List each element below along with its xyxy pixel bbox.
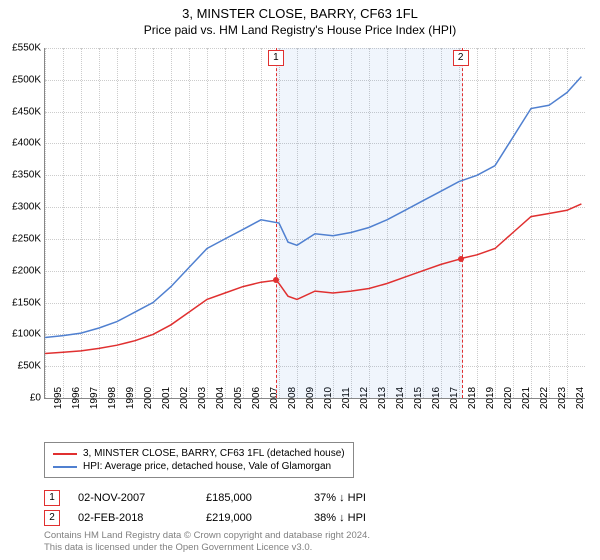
footer-attribution: Contains HM Land Registry data © Crown c… — [44, 530, 370, 554]
y-axis-label: £150K — [12, 297, 45, 308]
row-delta: 38% ↓ HPI — [314, 512, 414, 524]
chart-subtitle: Price paid vs. HM Land Registry's House … — [0, 21, 600, 37]
row-price: £185,000 — [206, 492, 296, 504]
transaction-row: 1 02-NOV-2007 £185,000 37% ↓ HPI — [44, 488, 414, 508]
y-axis-label: £200K — [12, 265, 45, 276]
chart-marker-dot — [273, 277, 279, 283]
y-axis-label: £0 — [30, 393, 45, 404]
row-date: 02-FEB-2018 — [78, 512, 188, 524]
y-axis-label: £400K — [12, 138, 45, 149]
footer-line: Contains HM Land Registry data © Crown c… — [44, 530, 370, 542]
transactions-table: 1 02-NOV-2007 £185,000 37% ↓ HPI 2 02-FE… — [44, 488, 414, 528]
y-axis-label: £350K — [12, 170, 45, 181]
series-line-property — [45, 204, 581, 354]
legend-label: 3, MINSTER CLOSE, BARRY, CF63 1FL (detac… — [83, 448, 345, 459]
y-axis-label: £50K — [18, 361, 45, 372]
legend-swatch — [53, 466, 77, 468]
legend-box: 3, MINSTER CLOSE, BARRY, CF63 1FL (detac… — [44, 442, 354, 478]
chart-marker-box: 2 — [453, 50, 469, 66]
y-axis-label: £250K — [12, 233, 45, 244]
y-axis-label: £100K — [12, 329, 45, 340]
row-marker: 2 — [44, 510, 60, 526]
chart-title: 3, MINSTER CLOSE, BARRY, CF63 1FL — [0, 0, 600, 21]
legend-label: HPI: Average price, detached house, Vale… — [83, 461, 331, 472]
y-axis-label: £450K — [12, 106, 45, 117]
transaction-row: 2 02-FEB-2018 £219,000 38% ↓ HPI — [44, 508, 414, 528]
row-date: 02-NOV-2007 — [78, 492, 188, 504]
footer-line: This data is licensed under the Open Gov… — [44, 542, 370, 554]
chart-marker-dot — [458, 256, 464, 262]
legend-item: 3, MINSTER CLOSE, BARRY, CF63 1FL (detac… — [53, 447, 345, 460]
legend-item: HPI: Average price, detached house, Vale… — [53, 460, 345, 473]
chart-lines-svg — [45, 48, 585, 398]
chart-plot-area: £0£50K£100K£150K£200K£250K£300K£350K£400… — [44, 48, 585, 399]
chart-marker-box: 1 — [268, 50, 284, 66]
y-axis-label: £500K — [12, 74, 45, 85]
row-price: £219,000 — [206, 512, 296, 524]
row-delta: 37% ↓ HPI — [314, 492, 414, 504]
y-axis-label: £550K — [12, 43, 45, 54]
row-marker: 1 — [44, 490, 60, 506]
series-line-hpi — [45, 77, 581, 338]
y-axis-label: £300K — [12, 202, 45, 213]
chart-container: 3, MINSTER CLOSE, BARRY, CF63 1FL Price … — [0, 0, 600, 560]
legend-swatch — [53, 453, 77, 455]
